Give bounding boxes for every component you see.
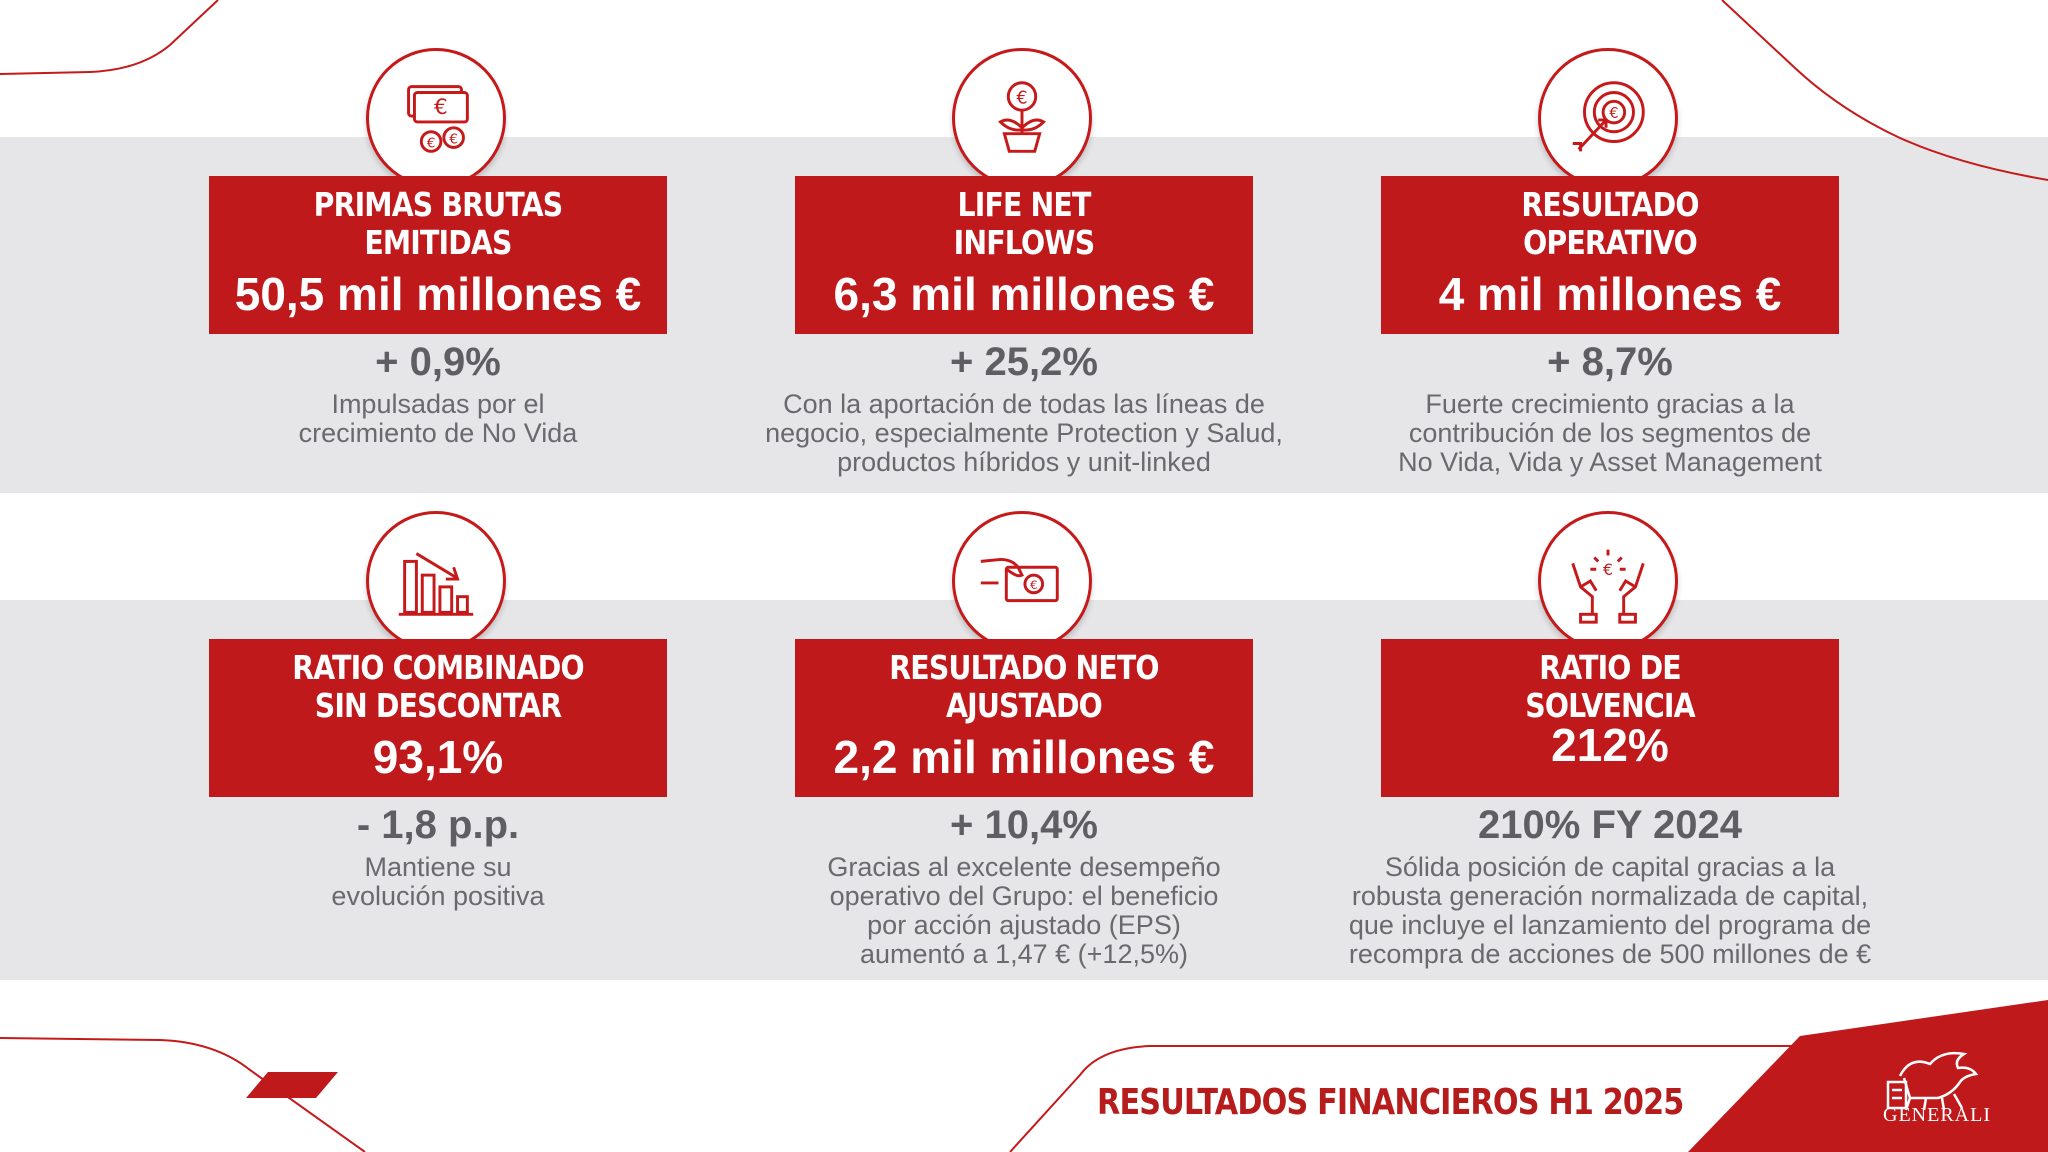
kpi-description: Sólida posición de capital gracias a la … [1348, 852, 1872, 969]
kpi-change: + 10,4% [950, 803, 1098, 847]
svg-text:€: € [1016, 88, 1027, 108]
svg-text:€: € [1609, 105, 1618, 122]
icon-circle: € [952, 511, 1092, 651]
icon-circle [366, 511, 506, 651]
icon-circle: € € € [366, 48, 506, 188]
kpi-description: Con la aportación de todas las líneas de… [765, 389, 1283, 477]
kpi-change: + 25,2% [950, 340, 1098, 384]
kpi-title: RATIO COMBINADO SIN DESCONTAR [292, 648, 584, 725]
icon-circle: € [1538, 48, 1678, 188]
kpi-description: Fuerte crecimiento gracias a la contribu… [1398, 389, 1822, 477]
kpi-value: 4 mil millones € [1438, 268, 1782, 320]
kpi-change: + 8,7% [1547, 340, 1673, 384]
kpi-value: 93,1% [372, 731, 504, 783]
kpi-title: RESULTADO OPERATIVO [1521, 185, 1699, 262]
euro-target-arrow-icon: € [1572, 81, 1645, 152]
kpi-change: + 0,9% [375, 340, 501, 384]
footer-title: RESULTADOS FINANCIEROS H1 2025 [1097, 1082, 1684, 1123]
kpi-title: LIFE NET INFLOWS [953, 185, 1095, 262]
kpi-title: PRIMAS BRUTAS EMITIDAS [313, 185, 564, 262]
kpi-red-box: RATIO DE SOLVENCIA 212% [1381, 639, 1839, 797]
kpi-red-box: LIFE NET INFLOWS 6,3 mil millones € [795, 176, 1253, 334]
svg-text:€: € [1603, 560, 1613, 579]
kpi-value: 6,3 mil millones € [833, 268, 1215, 320]
kpi-value: 50,5 mil millones € [234, 268, 642, 320]
declining-bar-chart-icon [398, 552, 474, 616]
euro-plant-pot-icon: € [998, 81, 1046, 153]
kpi-change: - 1,8 p.p. [356, 803, 520, 847]
svg-text:€: € [427, 135, 436, 151]
icon-circle: € [952, 48, 1092, 188]
kpi-change: 210% FY 2024 [1478, 803, 1742, 847]
icon-circle: € [1538, 511, 1678, 651]
kpi-red-box: RESULTADO NETO AJUSTADO 2,2 mil millones… [795, 639, 1253, 797]
hands-protecting-euro-icon: € [1571, 549, 1645, 624]
kpi-description: Mantiene su evolución positiva [331, 852, 545, 911]
svg-text:€: € [1030, 578, 1037, 592]
kpi-title: RATIO DE SOLVENCIA [1525, 648, 1695, 725]
svg-text:€: € [434, 95, 448, 120]
kpi-title: RESULTADO NETO AJUSTADO [889, 648, 1159, 725]
kpi-value: 2,2 mil millones € [833, 731, 1215, 783]
kpi-description: Gracias al excelente desempeño operativo… [827, 852, 1221, 969]
svg-text:€: € [449, 131, 458, 147]
kpi-value: 212% [1551, 719, 1669, 771]
hand-euro-banknote-icon: € [980, 557, 1059, 603]
kpi-red-box: RESULTADO OPERATIVO 4 mil millones € [1381, 176, 1839, 334]
kpi-description: Impulsadas por el crecimiento de No Vida [298, 389, 578, 448]
kpi-red-box: RATIO COMBINADO SIN DESCONTAR 93,1% [209, 639, 667, 797]
kpi-red-box: PRIMAS BRUTAS EMITIDAS 50,5 mil millones… [209, 176, 667, 334]
generali-logo-text: GENERALI [1883, 1104, 1991, 1126]
euro-banknotes-coins-icon: € € € [407, 85, 469, 153]
winged-lion-icon [1886, 1051, 1979, 1111]
